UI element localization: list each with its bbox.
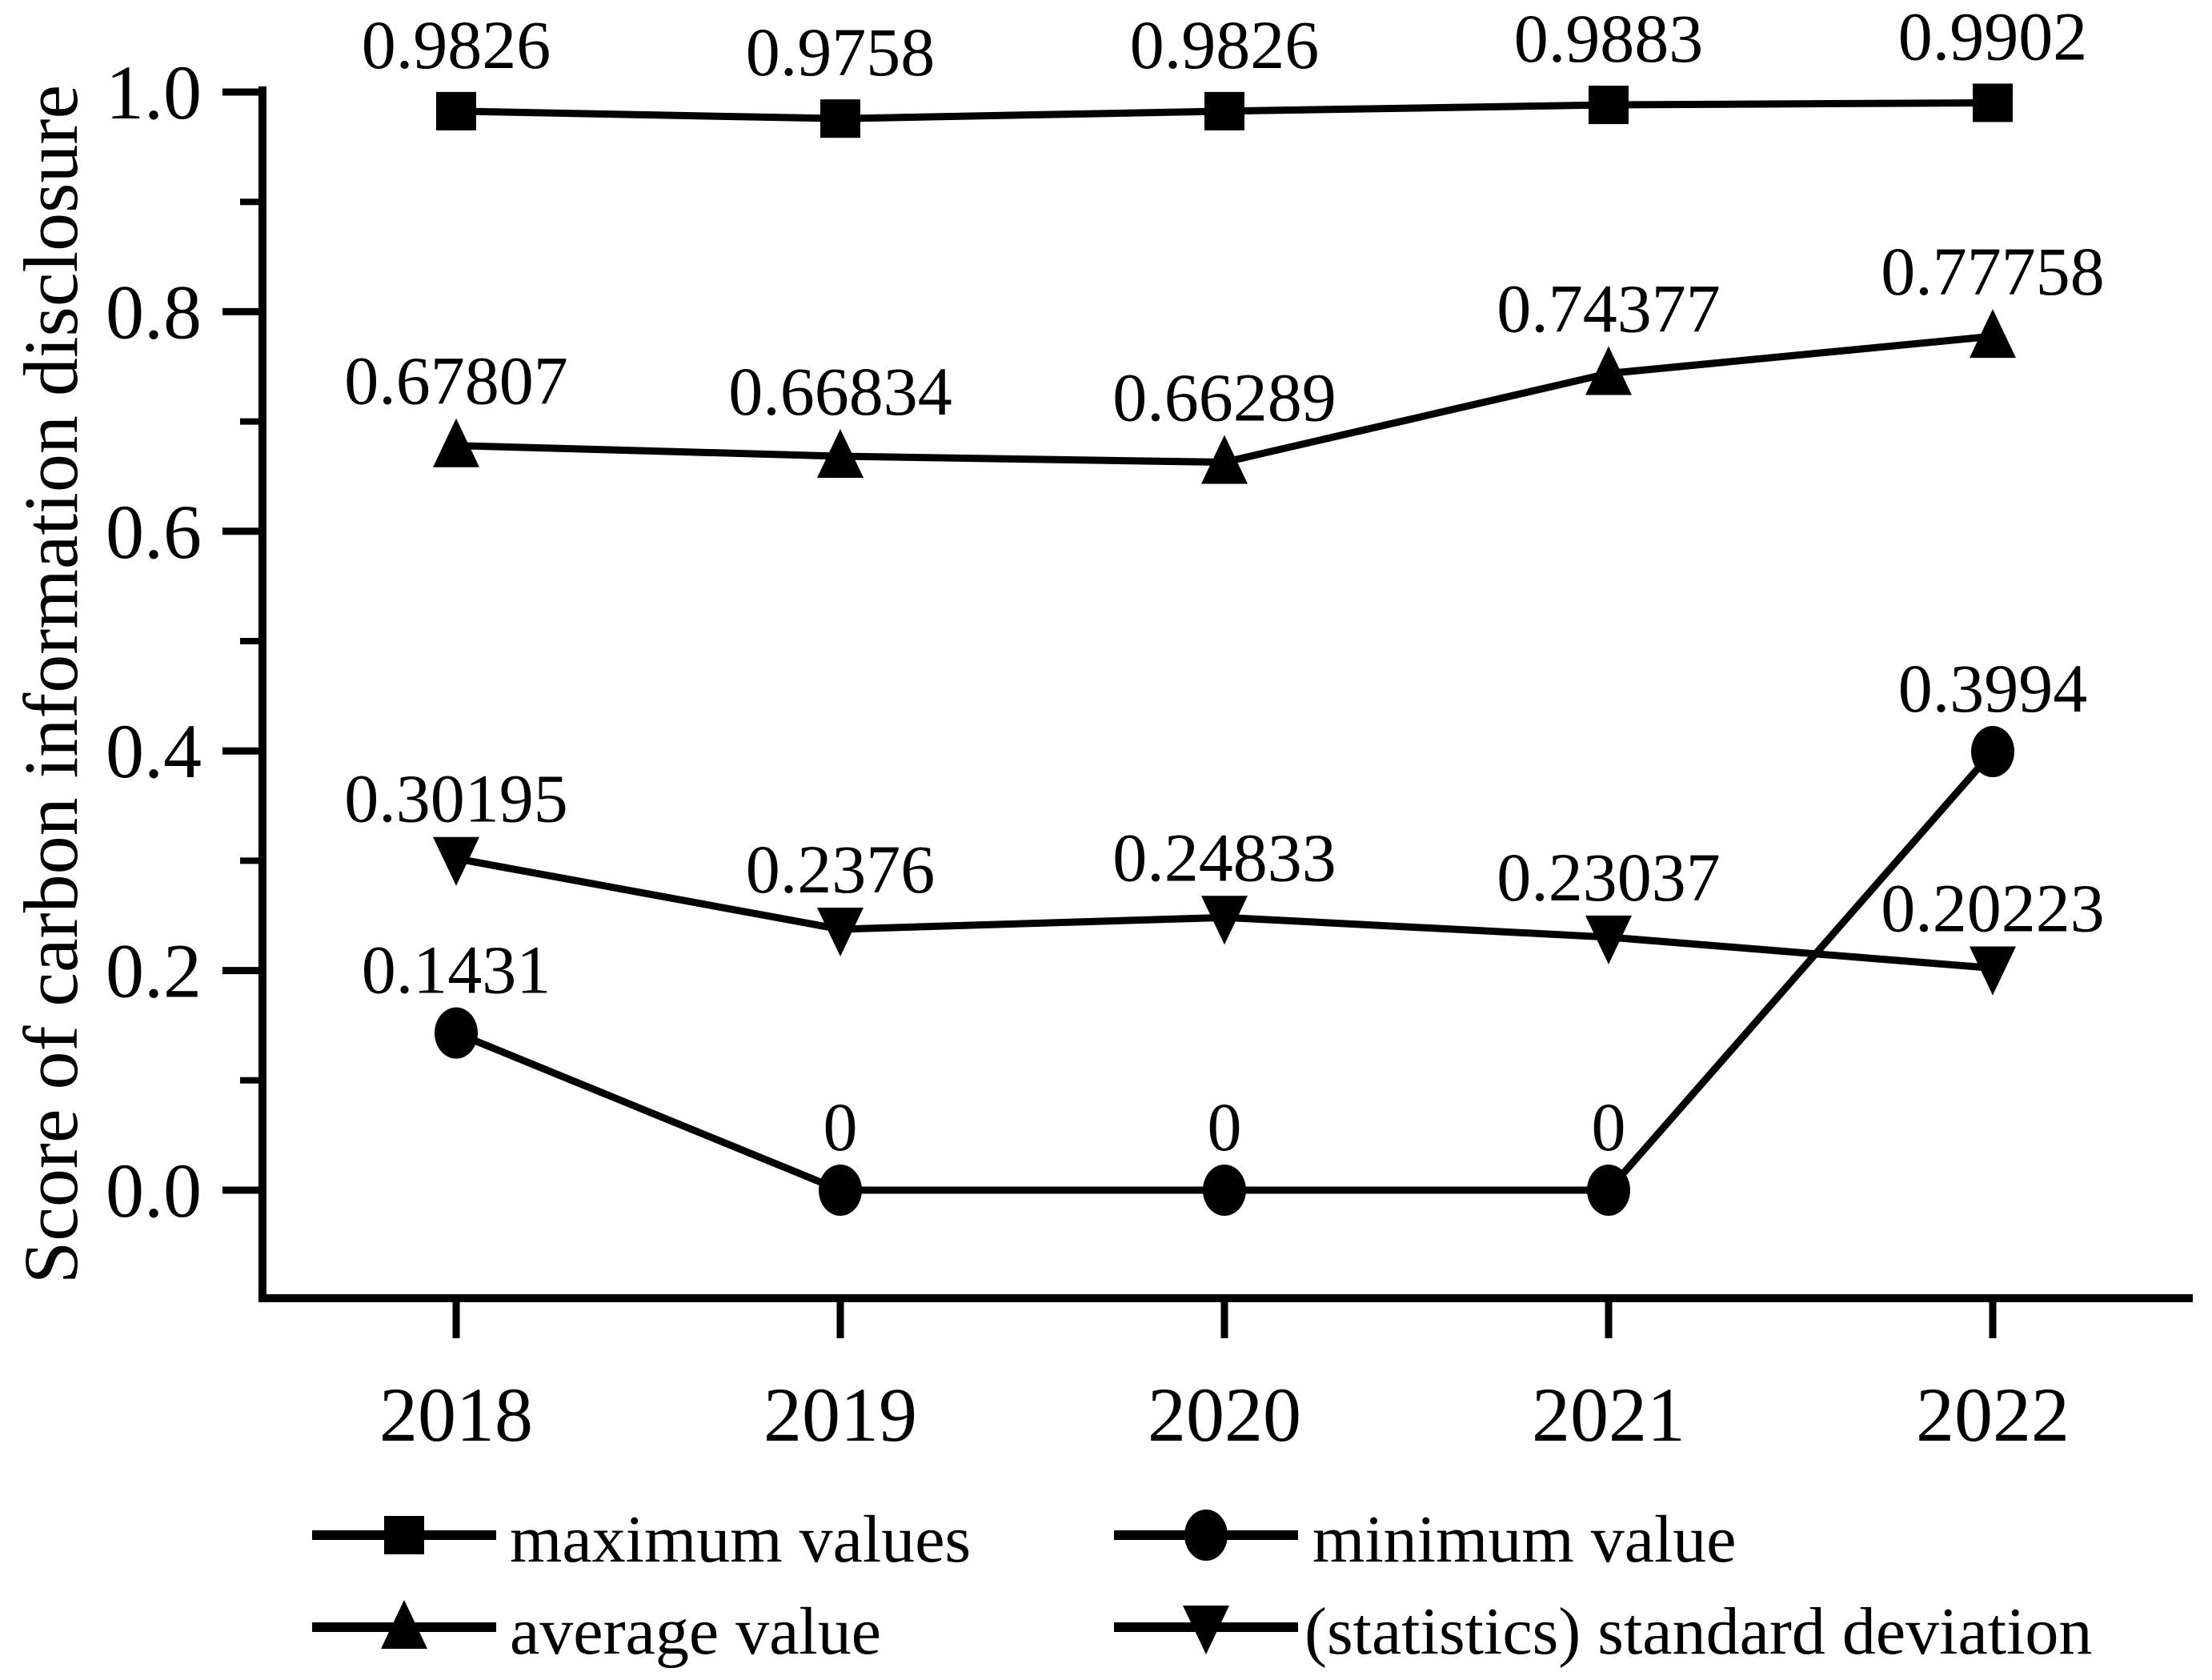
marker-circle [1971,726,2014,778]
point-label: 0.3994 [1898,650,2088,727]
marker-square [820,99,860,138]
marker-triangle-down [433,836,479,886]
legend-label: average value [510,1594,881,1669]
point-label: 0 [823,1089,858,1165]
marker-circle [819,1165,862,1216]
marker-triangle-down [1585,915,1632,964]
point-label: 0 [1592,1089,1626,1165]
marker-triangle-up [1970,309,2016,359]
marker-circle [1203,1165,1246,1216]
point-label: 0.9902 [1898,0,2088,74]
marker-circle [435,1007,478,1059]
legend-marker-square [384,1516,424,1554]
point-label: 0.1431 [362,932,551,1008]
marker-square [1589,86,1629,125]
marker-triangle-up [433,418,479,467]
x-tick-label: 2022 [1916,1372,2070,1457]
point-label: 0.9826 [362,6,551,83]
marker-triangle-up [817,429,864,479]
y-tick-label: 0.8 [106,269,202,355]
legend-marker-circle [1184,1510,1228,1561]
marker-triangle-down [1201,896,1248,945]
point-label: 0.30195 [344,760,568,837]
x-tick-label: 2021 [1532,1372,1685,1457]
point-label: 0.20223 [1881,870,2105,947]
y-tick-label: 0.0 [106,1148,202,1233]
legend-label: maximum values [510,1502,971,1577]
point-label: 0.67807 [344,343,568,419]
marker-square [436,91,476,130]
y-tick-label: 0.2 [106,928,202,1014]
point-label: 0.77758 [1881,233,2105,310]
point-label: 0.2376 [746,831,936,908]
marker-triangle-down [817,908,864,957]
x-tick-label: 2020 [1148,1372,1301,1457]
point-label: 0.66289 [1112,359,1336,436]
marker-circle [1587,1165,1630,1216]
point-label: 0.66834 [728,353,952,430]
point-label: 0.74377 [1497,271,1721,347]
marker-triangle-up [1585,346,1632,395]
marker-triangle-down [1970,946,2016,996]
y-tick-label: 0.6 [106,489,202,575]
point-label: 0.9758 [746,14,936,90]
y-axis-title: Score of carbon information disclosure [8,85,94,1284]
legend-marker-triangle-down [1183,1606,1229,1654]
marker-square [1204,91,1244,130]
point-label: 0.9883 [1514,0,1704,77]
legend-label: minimum value [1312,1502,1737,1577]
point-label: 0.23037 [1497,839,1721,916]
point-label: 0.24833 [1112,819,1336,896]
y-tick-label: 0.4 [106,708,202,794]
legend-marker-triangle-up [381,1600,427,1649]
legend-label: (statistics) standard deviation [1304,1594,2092,1669]
point-label: 0 [1208,1089,1242,1165]
y-tick-label: 1.0 [106,50,202,135]
marker-triangle-up [1201,435,1248,484]
x-tick-label: 2018 [379,1372,533,1457]
point-label: 0.9826 [1130,6,1320,83]
x-tick-label: 2019 [763,1372,917,1457]
marker-square [1973,83,2013,122]
